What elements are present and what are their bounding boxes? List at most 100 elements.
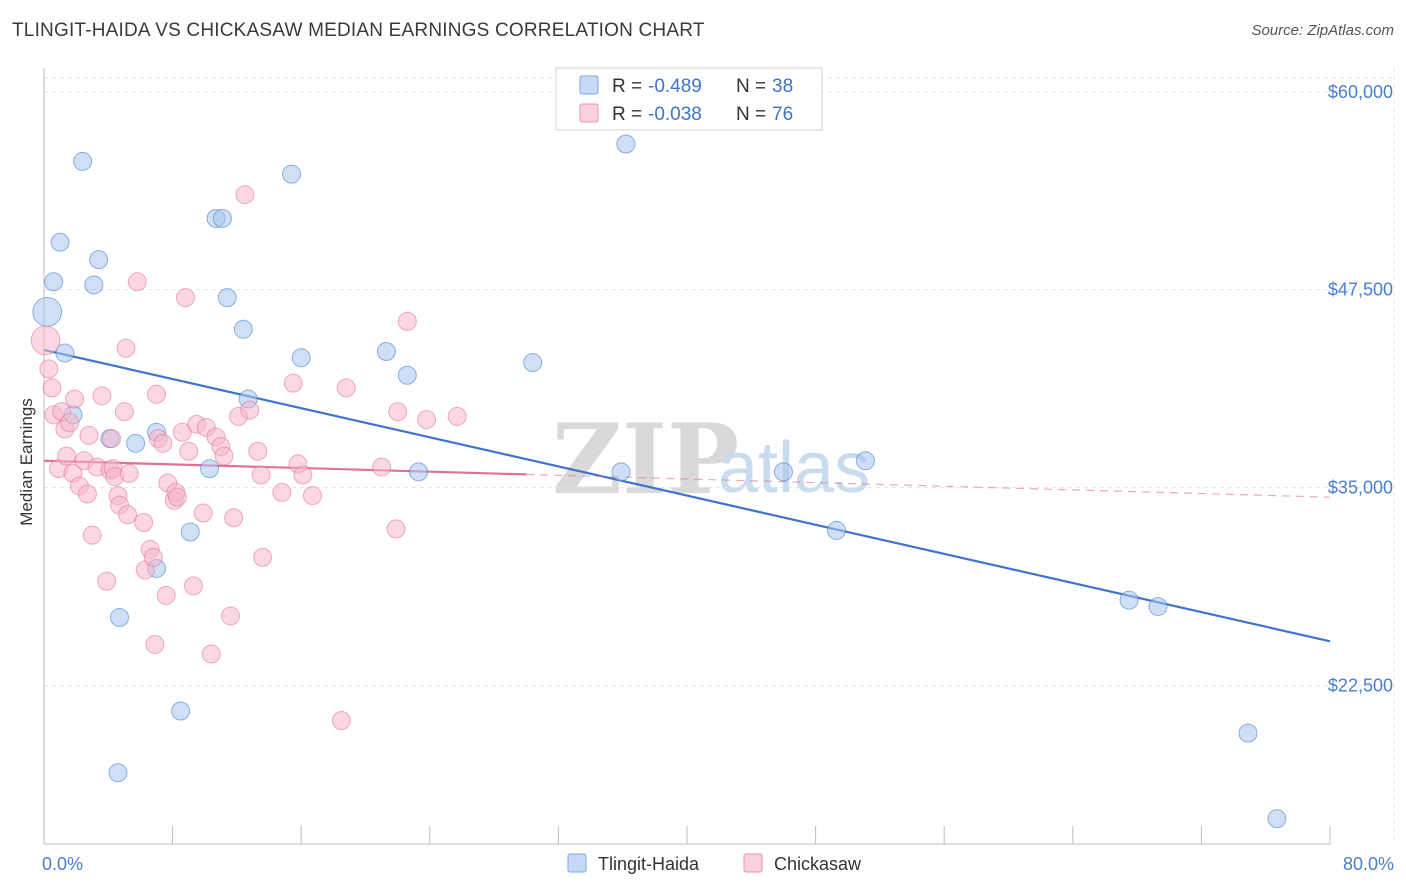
point-tlingit-haida [409,462,429,482]
point-chickasaw [134,513,154,533]
point-tlingit-haida [282,164,302,184]
watermark: ZIP atlas [552,403,870,516]
point-chickasaw [77,484,97,504]
point-chickasaw [60,413,80,433]
point-tlingit-haida [126,433,146,453]
point-chickasaw [417,410,437,430]
point-tlingit-haida [291,348,311,368]
point-tlingit-haida [826,520,846,540]
point-chickasaw [102,429,122,449]
point-tlingit-haida [180,522,200,542]
legend-n-label-1: N = [736,76,766,97]
legend-r-value-1: -0.489 [648,76,702,97]
legend-r-label-1: R = [612,76,642,97]
point-chickasaw [39,359,59,379]
point-chickasaw [167,487,187,507]
point-tlingit-haida [616,134,636,154]
point-tlingit-haida [523,353,543,373]
source-credit: Source: ZipAtlas.com [1251,22,1394,39]
trend-line-tlingit-haida [43,348,1331,643]
point-tlingit-haida [108,763,128,783]
point-chickasaw [118,505,138,525]
point-tlingit-haida [1119,590,1139,610]
point-chickasaw [145,634,165,654]
point-tlingit-haida [50,232,70,252]
point-chickasaw [283,373,303,393]
point-chickasaw [224,508,244,528]
point-chickasaw [116,338,136,358]
point-chickasaw [251,465,271,485]
point-chickasaw [240,400,260,420]
point-chickasaw [82,525,102,545]
point-chickasaw [147,384,167,404]
point-chickasaw [30,325,61,356]
point-chickasaw [119,463,139,483]
point-chickasaw [153,433,173,453]
point-tlingit-haida [32,296,63,327]
y-tick-label: $60,000 [1328,82,1393,102]
point-chickasaw [175,288,195,308]
point-tlingit-haida [89,250,109,270]
point-chickasaw [65,389,85,409]
point-chickasaw [235,185,255,205]
bottom-legend-label-chickasaw: Chickasaw [774,854,862,874]
legend-box [555,67,823,131]
point-tlingit-haida [212,208,232,228]
point-tlingit-haida [1148,596,1168,616]
point-tlingit-haida [773,462,793,482]
trend-line-chickasaw [43,459,527,476]
point-tlingit-haida [55,343,75,363]
legend-r-label-2: R = [612,104,642,125]
point-chickasaw [172,422,192,442]
point-chickasaw [447,406,467,426]
legend-n-label-2: N = [736,104,766,125]
point-tlingit-haida [376,341,396,361]
point-tlingit-haida [855,451,875,471]
point-chickasaw [79,425,99,445]
y-axis-title: Median Earnings [17,398,36,526]
point-chickasaw [127,272,147,292]
point-chickasaw [397,311,417,331]
legend-swatch-tlingit-haida [579,75,599,95]
point-tlingit-haida [110,608,130,628]
point-tlingit-haida [1267,809,1287,829]
point-chickasaw [293,465,313,485]
bottom-legend-label-tlingit-haida: Tlingit-Haida [598,854,700,874]
data-points [30,134,1287,829]
bottom-legend: Tlingit-Haida Chickasaw [567,853,862,874]
point-chickasaw [179,441,199,461]
point-chickasaw [193,503,213,523]
point-chickasaw [386,519,406,539]
point-tlingit-haida [397,365,417,385]
point-tlingit-haida [611,462,631,482]
trend-lines [43,348,1331,643]
watermark-zip: ZIP [552,403,739,516]
point-chickasaw [156,585,176,605]
point-chickasaw [220,606,240,626]
point-chickasaw [97,571,117,591]
point-chickasaw [214,446,234,466]
point-chickasaw [272,482,292,502]
y-tick-labels: $22,500 $35,000 $47,500 $60,000 [1328,82,1393,696]
point-chickasaw [302,486,322,506]
point-tlingit-haida [84,275,104,295]
point-chickasaw [92,386,112,406]
y-tick-label: $35,000 [1328,478,1393,498]
point-chickasaw [388,402,408,422]
point-chickasaw [42,378,62,398]
x-tick-labels: 0.0% 80.0% [42,854,1394,874]
bottom-legend-swatch-chickasaw [743,853,763,873]
point-chickasaw [183,576,203,596]
chart-title: TLINGIT-HAIDA VS CHICKASAW MEDIAN EARNIN… [12,20,705,41]
point-tlingit-haida [233,319,253,339]
y-tick-label: $22,500 [1328,676,1393,696]
point-tlingit-haida [1238,723,1258,743]
watermark-atlas: atlas [718,428,870,508]
point-chickasaw [331,710,351,730]
point-chickasaw [114,402,134,422]
legend-n-value-2: 76 [772,104,793,125]
point-tlingit-haida [73,151,93,171]
point-chickasaw [143,547,163,567]
point-tlingit-haida [171,701,191,721]
